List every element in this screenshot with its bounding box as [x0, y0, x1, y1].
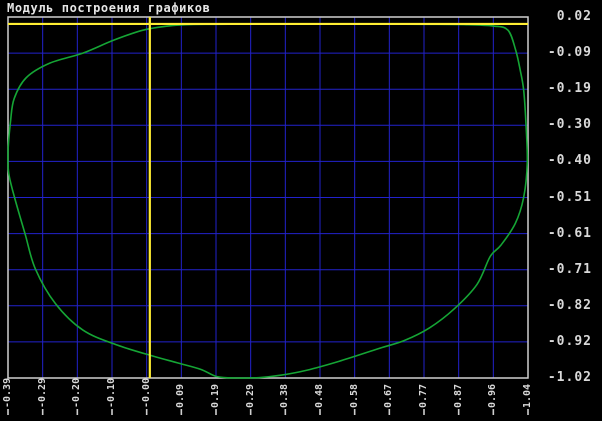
y-tick-label: 0.02	[556, 9, 592, 24]
x-tick-label: 0.58	[348, 383, 360, 408]
x-tick-label: -0.20	[71, 377, 83, 408]
x-tick-label: 0.87	[452, 383, 464, 408]
x-tick-label: -0.00	[140, 377, 152, 408]
x-tick-label: 0.48	[314, 383, 325, 408]
y-tick-label: -0.09	[547, 45, 592, 61]
y-tick-label: -0.61	[547, 225, 592, 241]
y-tick-label: -1.02	[547, 370, 592, 385]
x-tick-label: 0.19	[210, 383, 221, 408]
y-tick-label: -0.51	[547, 189, 592, 205]
x-tick-label: 0.38	[279, 383, 291, 408]
x-tick-label: -0.39	[2, 377, 13, 408]
y-tick-label: -0.92	[547, 333, 592, 349]
x-tick-label: 0.09	[175, 383, 187, 408]
plot-frame	[7, 16, 529, 379]
x-tick-label: 1.04	[522, 383, 533, 408]
x-tick-label: -0.10	[106, 377, 117, 408]
window-title: Модуль построения графиков	[7, 1, 211, 15]
y-tick-label: -0.30	[547, 117, 592, 133]
y-tick-label: -0.71	[547, 261, 592, 277]
x-tick-label: 0.96	[487, 383, 499, 408]
x-tick-label: 0.67	[383, 383, 395, 408]
y-tick-label: -0.19	[547, 81, 592, 97]
x-tick-label: -0.29	[36, 377, 48, 408]
y-tick-label: -0.40	[547, 153, 592, 169]
x-tick-label: 0.29	[244, 383, 256, 408]
curve-series	[7, 23, 529, 379]
y-tick-label: -0.82	[547, 297, 592, 313]
x-tick-label: 0.77	[418, 383, 429, 408]
